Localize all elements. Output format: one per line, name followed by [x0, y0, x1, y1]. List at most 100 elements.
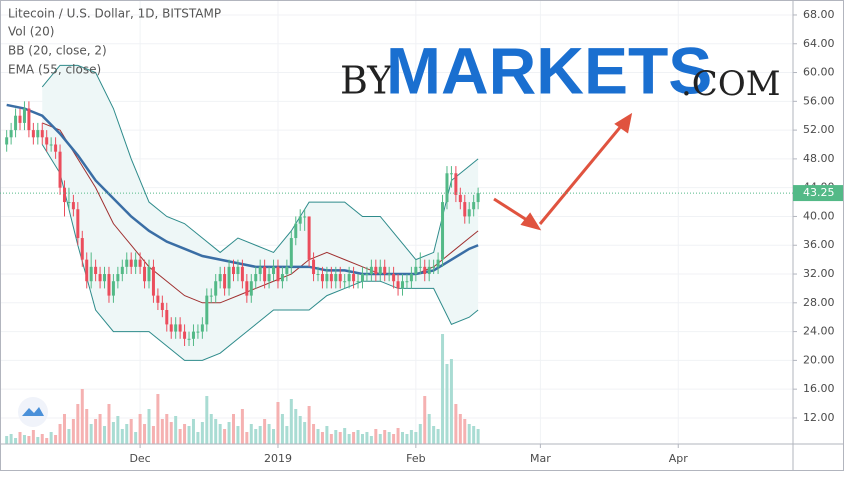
volume-bar — [103, 426, 107, 444]
candle-body — [36, 130, 40, 138]
candle-body — [45, 137, 49, 145]
volume-bar — [289, 399, 293, 444]
candle-body — [151, 266, 155, 296]
candle-body — [392, 274, 396, 282]
candle-body — [405, 281, 409, 283]
volume-bar — [76, 404, 80, 444]
volume-bar — [62, 414, 66, 444]
volume-bar — [418, 424, 422, 444]
candle-body — [223, 274, 227, 289]
volume-bar — [9, 434, 13, 444]
candle-body — [165, 310, 169, 325]
candle-body — [71, 202, 75, 210]
candle-body — [267, 274, 271, 282]
volume-bar — [409, 430, 413, 444]
volume-bar — [125, 424, 129, 444]
candle-body — [240, 266, 244, 282]
volume-bar — [116, 416, 120, 444]
candle-body — [280, 274, 284, 282]
candle-body — [178, 324, 182, 332]
arrow-line — [538, 124, 624, 225]
volume-bar — [236, 426, 240, 444]
volume-bar — [67, 429, 71, 444]
volume-bar — [254, 429, 258, 444]
volume-bar — [449, 359, 453, 444]
x-tick-label: Feb — [406, 452, 425, 465]
volume — [5, 334, 480, 444]
candle-body — [383, 266, 387, 275]
volume-bar — [196, 432, 200, 444]
volume-bar — [472, 426, 476, 444]
x-tick-label: 2019 — [264, 452, 292, 465]
candle-body — [200, 324, 204, 332]
candle-body — [67, 202, 71, 204]
arrows — [493, 112, 633, 231]
volume-bar — [85, 409, 89, 444]
watermark: BY MARKETS .COM — [340, 33, 781, 107]
candle-body — [231, 266, 235, 275]
candle-body — [22, 108, 26, 123]
legend-indicator: EMA (55, close) — [8, 63, 101, 77]
y-tick-label: 64.00 — [803, 37, 835, 50]
volume-bar — [14, 438, 18, 444]
x-tick-label: Apr — [669, 452, 689, 465]
candle-body — [312, 259, 316, 275]
candle-body — [58, 151, 62, 188]
candle-body — [441, 202, 445, 260]
candle-body — [245, 281, 249, 296]
volume-bar — [347, 434, 351, 444]
volume-bar — [143, 424, 147, 444]
candle-body — [365, 274, 369, 276]
volume-bar — [320, 432, 324, 444]
volume-bar — [276, 402, 280, 444]
candle-body — [427, 266, 431, 275]
candle-body — [276, 266, 280, 282]
volume-bar — [120, 429, 124, 444]
candle-body — [183, 331, 187, 339]
volume-bar — [5, 436, 9, 444]
candle-body — [14, 115, 18, 131]
candle-body — [320, 274, 324, 282]
volume-bar — [178, 429, 182, 444]
volume-bar — [436, 429, 440, 444]
candle-body — [449, 173, 453, 175]
candle-body — [436, 259, 440, 267]
candle-body — [125, 259, 129, 267]
candle-body — [356, 281, 360, 283]
candle-body — [156, 295, 160, 303]
volume-bar — [249, 424, 253, 444]
logo-icon — [22, 407, 44, 416]
y-tick-label: 16.00 — [803, 382, 835, 395]
candle-body — [369, 266, 373, 275]
volume-bar — [263, 419, 267, 444]
volume-bar — [245, 432, 249, 444]
volume-bar — [45, 438, 49, 444]
volume-bar — [280, 414, 284, 444]
candle-body — [374, 266, 378, 275]
candle-body — [418, 266, 422, 268]
y-tick-label: 48.00 — [803, 152, 835, 165]
volume-bar — [445, 364, 449, 444]
candle-body — [414, 266, 418, 275]
y-tick-label: 28.00 — [803, 296, 835, 309]
candle-body — [147, 266, 151, 282]
volume-bar — [107, 404, 111, 444]
y-tick-label: 36.00 — [803, 238, 835, 251]
volume-bar — [427, 414, 431, 444]
candle-body — [174, 324, 178, 332]
volume-bar — [463, 419, 467, 444]
volume-bar — [58, 424, 62, 444]
volume-bar — [378, 434, 382, 444]
candle-body — [111, 281, 115, 296]
candle-body — [209, 295, 213, 297]
volume-bar — [147, 409, 151, 444]
volume-bar — [240, 409, 244, 444]
logo — [18, 397, 48, 427]
watermark-by: BY — [340, 59, 393, 103]
candle-body — [98, 274, 102, 282]
watermark-markets: MARKETS — [386, 33, 712, 107]
volume-bar — [338, 432, 342, 444]
volume-bar — [383, 430, 387, 444]
candle-body — [187, 338, 191, 340]
candle-body — [303, 216, 307, 218]
